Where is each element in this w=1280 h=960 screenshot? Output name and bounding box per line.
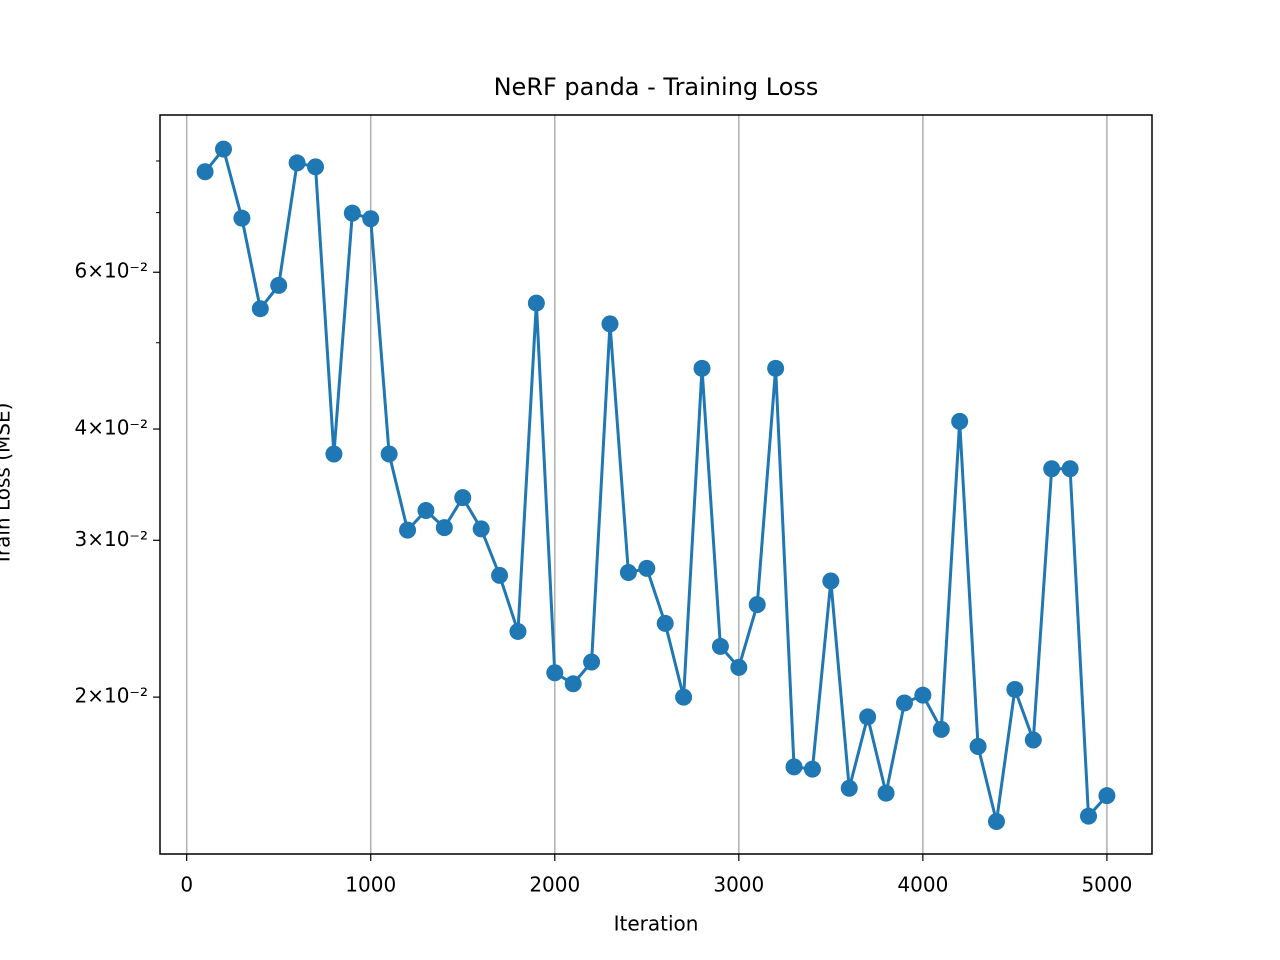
marker: [1006, 680, 1024, 698]
marker: [987, 812, 1005, 830]
marker: [730, 658, 748, 676]
marker: [748, 596, 766, 614]
marker: [196, 163, 214, 181]
x-tick-label: 4000: [897, 873, 948, 897]
plot-frame: [159, 114, 1153, 855]
marker: [767, 359, 785, 377]
marker: [546, 664, 564, 682]
marker: [951, 412, 969, 430]
x-tick-label: 0: [180, 873, 193, 897]
marker: [656, 614, 674, 632]
marker: [380, 445, 398, 463]
marker: [711, 637, 729, 655]
x-tick-label: 5000: [1081, 873, 1132, 897]
y-tick-label: 6×10⁻²: [74, 259, 148, 283]
chart-title: NeRF panda - Training Loss: [494, 73, 819, 101]
marker: [822, 572, 840, 590]
marker: [325, 445, 343, 463]
marker: [1080, 807, 1098, 825]
marker: [251, 300, 269, 318]
marker: [233, 209, 251, 227]
marker: [472, 520, 490, 538]
y-tick-label: 3×10⁻²: [74, 527, 148, 551]
marker: [1024, 731, 1042, 749]
marker: [638, 559, 656, 577]
y-axis-label: Train Loss (MSE): [0, 403, 15, 567]
marker: [693, 359, 711, 377]
marker: [362, 210, 380, 228]
marker: [601, 315, 619, 333]
marker: [214, 140, 232, 158]
marker: [969, 738, 987, 756]
marker: [1098, 787, 1116, 805]
marker: [564, 675, 582, 693]
marker: [859, 708, 877, 726]
marker: [435, 519, 453, 537]
marker: [307, 158, 325, 176]
x-tick-label: 3000: [713, 873, 764, 897]
x-axis-label: Iteration: [614, 912, 699, 936]
marker: [1043, 460, 1061, 478]
marker: [803, 760, 821, 778]
marker: [343, 204, 361, 222]
marker: [491, 566, 509, 584]
marker: [840, 779, 858, 797]
marker: [583, 653, 601, 671]
marker: [877, 784, 895, 802]
marker: [932, 720, 950, 738]
marker: [399, 521, 417, 539]
marker: [895, 694, 913, 712]
x-tick-label: 1000: [345, 873, 396, 897]
marker: [270, 276, 288, 294]
marker: [619, 564, 637, 582]
marker: [785, 758, 803, 776]
y-tick-label: 2×10⁻²: [74, 684, 148, 708]
marker: [454, 489, 472, 507]
x-tick-label: 2000: [529, 873, 580, 897]
y-tick-label: 4×10⁻²: [74, 416, 148, 440]
marker: [675, 688, 693, 706]
marker: [527, 294, 545, 312]
marker: [288, 154, 306, 172]
marker: [509, 622, 527, 640]
marker: [417, 502, 435, 520]
marker: [914, 686, 932, 704]
marker: [1061, 460, 1079, 478]
